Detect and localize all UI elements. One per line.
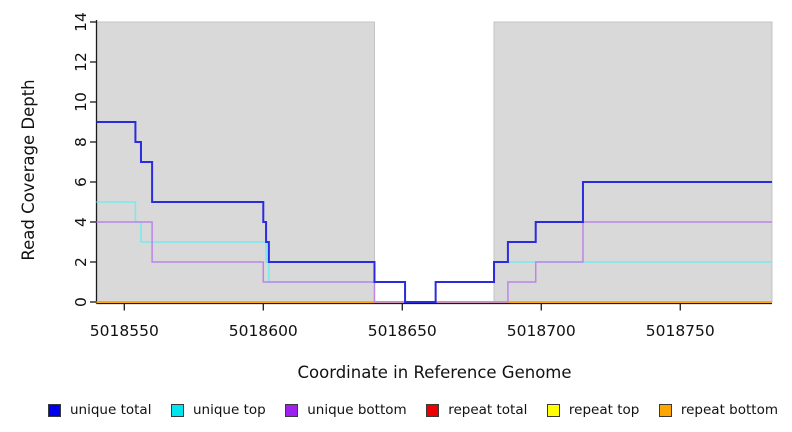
legend-swatch-repeat-bottom — [658, 403, 672, 417]
x-tick-label: 5018750 — [646, 322, 715, 340]
legend-item-unique-total: unique total — [48, 402, 151, 418]
x-tick-label: 5018600 — [229, 322, 298, 340]
y-tick-label: 6 — [72, 177, 90, 187]
legend-item-unique-bottom: unique bottom — [285, 402, 407, 418]
y-tick-label: 0 — [72, 297, 90, 307]
legend-item-repeat-total: repeat total — [426, 402, 527, 418]
y-axis-label: Read Coverage Depth — [19, 79, 38, 261]
legend-item-repeat-bottom: repeat bottom — [658, 402, 778, 418]
legend-swatch-unique-total — [48, 403, 61, 417]
coverage-band — [493, 21, 773, 303]
legend-swatch-unique-top — [171, 403, 184, 417]
legend-label: unique total — [70, 402, 152, 418]
legend-item-repeat-top: repeat top — [546, 402, 640, 418]
y-tick-label: 10 — [72, 92, 90, 112]
coverage-band — [96, 21, 375, 303]
legend-swatch-repeat-total — [426, 403, 440, 417]
y-tick-label: 12 — [72, 52, 90, 72]
legend-item-unique-top: unique top — [171, 402, 266, 418]
y-tick-label: 2 — [72, 257, 90, 267]
legend-label: unique bottom — [307, 402, 407, 418]
y-tick-label: 4 — [72, 217, 90, 227]
legend-label: repeat top — [568, 402, 640, 418]
legend-label: unique top — [193, 402, 266, 418]
x-tick-label: 5018550 — [90, 322, 159, 340]
y-tick-label: 14 — [72, 12, 90, 32]
x-axis-label: Coordinate in Reference Genome — [297, 363, 572, 382]
chart-legend: unique total unique top unique bottom repea… — [0, 398, 792, 422]
x-tick-label: 5018650 — [368, 322, 437, 340]
series-line-unique-total — [96, 121, 772, 303]
y-tick-label: 8 — [72, 137, 90, 147]
legend-label: repeat total — [448, 402, 528, 418]
legend-swatch-unique-bottom — [285, 403, 299, 417]
legend-label: repeat bottom — [680, 402, 778, 418]
legend-swatch-repeat-top — [546, 403, 560, 417]
series-line-unique-bottom — [96, 221, 772, 303]
x-tick-label: 5018700 — [507, 322, 576, 340]
